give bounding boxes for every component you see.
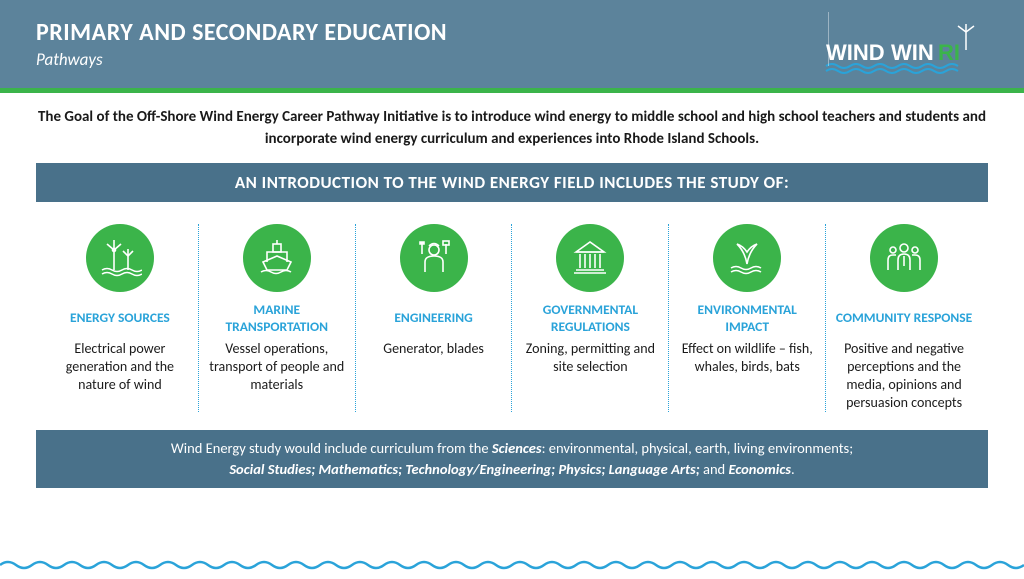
footer-economics: Economics <box>728 460 791 478</box>
topic-title: GOVERNMENTAL REGULATIONS <box>518 302 662 336</box>
header: PRIMARY AND SECONDARY EDUCATION Pathways… <box>0 0 1024 88</box>
logo-text-win: WIN <box>891 40 934 65</box>
wind-turbine-icon <box>86 224 154 292</box>
topics-row: ENERGY SOURCES Electrical power generati… <box>0 202 1024 431</box>
footer-and: and <box>700 460 729 478</box>
footer-subjects: Social Studies; Mathematics; Technology/… <box>229 460 699 478</box>
topic-title: ENVIRONMENTAL IMPACT <box>675 302 819 336</box>
ship-icon <box>243 224 311 292</box>
topic-marine-transportation: MARINE TRANSPORTATION Vessel operations,… <box>199 224 356 413</box>
header-divider <box>828 12 829 66</box>
section-banner: AN INTRODUCTION TO THE WIND ENERGY FIELD… <box>36 163 988 202</box>
topic-environmental-impact: ENVIRONMENTAL IMPACT Effect on wildlife … <box>669 224 826 413</box>
logo-text-wind: WIND <box>826 40 885 65</box>
topic-engineering: ENGINEERING Generator, blades <box>356 224 513 413</box>
people-group-icon <box>870 224 938 292</box>
topic-desc: Generator, blades <box>383 340 484 358</box>
footer-sciences: Sciences <box>492 439 542 457</box>
page-subtitle: Pathways <box>36 49 447 70</box>
goal-statement: The Goal of the Off-Shore Wind Energy Ca… <box>0 93 1024 163</box>
wave-border-decoration <box>0 557 1024 571</box>
topic-title: COMMUNITY RESPONSE <box>836 302 972 336</box>
logo: WIND WIN RI <box>824 24 984 79</box>
topic-title: ENGINEERING <box>394 302 472 336</box>
topic-governmental-regulations: GOVERNMENTAL REGULATIONS Zoning, permitt… <box>512 224 669 413</box>
engineer-icon <box>400 224 468 292</box>
footer-sciences-detail: : environmental, physical, earth, living… <box>542 439 854 457</box>
topic-title: ENERGY SOURCES <box>70 302 170 336</box>
topic-desc: Positive and negative perceptions and th… <box>832 340 976 413</box>
whale-tail-icon <box>713 224 781 292</box>
government-building-icon <box>556 224 624 292</box>
topic-desc: Effect on wildlife – fish, whales, birds… <box>675 340 819 376</box>
footer-banner: Wind Energy study would include curricul… <box>36 430 988 488</box>
topic-desc: Zoning, permitting and site selection <box>518 340 662 376</box>
topic-desc: Electrical power generation and the natu… <box>48 340 192 395</box>
topic-desc: Vessel operations, transport of people a… <box>205 340 349 395</box>
topic-community-response: COMMUNITY RESPONSE Positive and negative… <box>826 224 982 413</box>
logo-text-ri: RI <box>938 40 960 65</box>
topic-energy-sources: ENERGY SOURCES Electrical power generati… <box>42 224 199 413</box>
footer-prefix: Wind Energy study would include curricul… <box>171 439 492 457</box>
topic-title: MARINE TRANSPORTATION <box>205 302 349 336</box>
header-text-block: PRIMARY AND SECONDARY EDUCATION Pathways <box>36 18 447 70</box>
page-title: PRIMARY AND SECONDARY EDUCATION <box>36 18 447 47</box>
